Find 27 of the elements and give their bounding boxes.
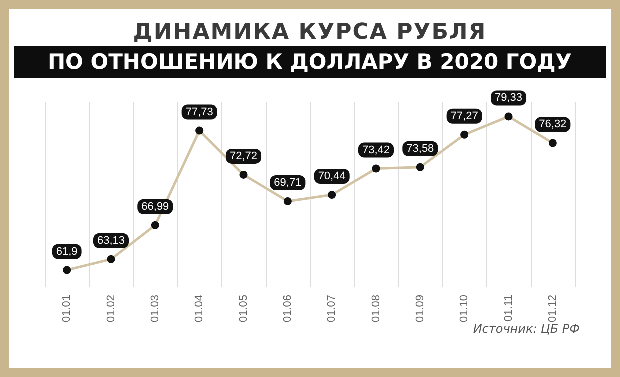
- data-label: 61,9: [56, 246, 78, 258]
- x-tick-label: 01.10: [458, 295, 471, 323]
- data-label: 77,73: [186, 106, 214, 118]
- x-tick-label: 01.03: [149, 295, 162, 323]
- data-label: 76,32: [539, 118, 567, 131]
- data-label: 66,99: [142, 200, 170, 213]
- data-label: 73,58: [406, 142, 434, 155]
- data-label: 69,71: [274, 176, 302, 189]
- x-tick-label: 01.07: [326, 295, 338, 323]
- x-tick-label: 01.02: [105, 295, 118, 323]
- data-label: 79,33: [494, 92, 523, 104]
- data-label: 77,27: [450, 110, 478, 122]
- chart-subtitle: ПО ОТНОШЕНИЮ К ДОЛЛАРУ В 2020 ГОДУ: [14, 46, 606, 78]
- x-tick-label: 01.08: [370, 295, 382, 323]
- data-label: 72,72: [230, 150, 258, 162]
- data-label: 63,13: [97, 234, 126, 247]
- x-tick-label: 01.05: [238, 295, 250, 323]
- x-tick-label: 01.06: [282, 295, 294, 323]
- chart-title: ДИНАМИКА КУРСА РУБЛЯ: [132, 20, 488, 45]
- x-tick-label: 01.12: [546, 295, 559, 323]
- data-label: 73,42: [362, 144, 390, 156]
- x-tick-label: 01.11: [502, 295, 515, 322]
- text: Источник: ЦБ РФ: [473, 322, 580, 336]
- x-tick-label: 01.09: [414, 295, 426, 323]
- x-tick-label: 01.04: [194, 295, 206, 323]
- data-label: 70,44: [318, 170, 346, 183]
- x-tick-label: 01.01: [61, 295, 74, 323]
